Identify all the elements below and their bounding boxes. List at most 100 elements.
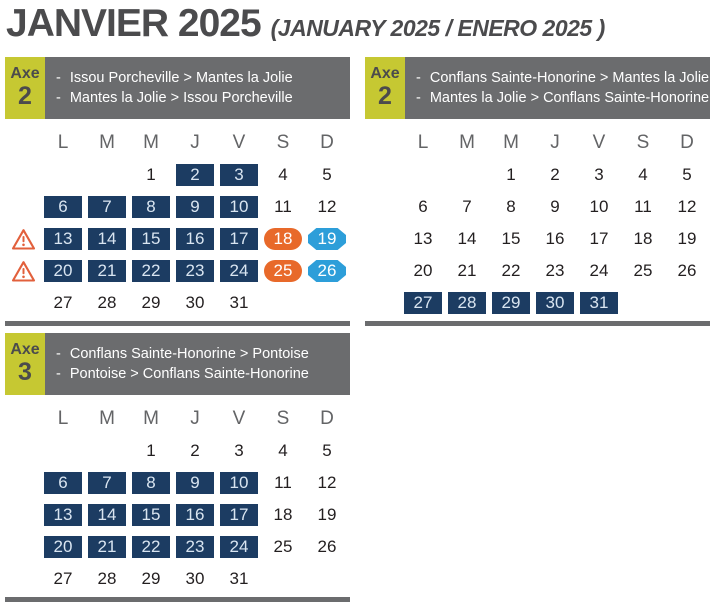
axe2-left-block: Axe 2 - Issou Porcheville > Mantes la Jol… <box>5 57 350 326</box>
day-cell: 30 <box>185 293 205 312</box>
route-line: - Conflans Sainte-Honorine > Mantes la Jo… <box>416 70 710 86</box>
divider-bar <box>5 597 350 602</box>
weekday-header: J <box>190 132 200 153</box>
divider-bar <box>365 321 710 326</box>
gutter-spacer <box>8 534 38 560</box>
axe-label-tab: Axe 2 <box>365 57 405 119</box>
weekday-header: D <box>320 132 334 153</box>
day-cell-empty <box>404 164 442 186</box>
day-cell: 1 <box>146 165 156 184</box>
day-cell: 1 <box>506 165 516 184</box>
day-cell: 3 <box>220 164 258 186</box>
gutter-spacer <box>368 130 398 156</box>
axe-word: Axe <box>10 341 40 359</box>
day-cell-empty <box>308 568 346 590</box>
route-bullet: - <box>56 346 61 362</box>
gutter-spacer <box>8 470 38 496</box>
weekday-header: M <box>503 132 519 153</box>
day-cell: 16 <box>545 229 565 248</box>
weekday-header: L <box>57 132 69 153</box>
day-cell-empty <box>88 164 126 186</box>
day-cell: 6 <box>44 196 82 218</box>
day-cell: 15 <box>132 504 170 526</box>
day-cell: 9 <box>550 197 560 216</box>
day-cell: 31 <box>229 569 249 588</box>
title-translation: (JANUARY 2025 / ENERO 2025 ) <box>270 15 606 41</box>
route-line: - Conflans Sainte-Honorine > Pontoise <box>56 346 350 362</box>
day-cell: 29 <box>141 293 161 312</box>
day-cell: 19 <box>317 505 337 524</box>
day-cell: 28 <box>97 293 117 312</box>
day-cell: 3 <box>234 441 244 460</box>
route-bullet: - <box>56 90 61 106</box>
route-bullet: - <box>416 70 421 86</box>
weekday-header: M <box>99 408 115 429</box>
day-cell: 22 <box>132 536 170 558</box>
day-cell: 17 <box>589 229 609 248</box>
day-cell: 28 <box>97 569 117 588</box>
day-cell: 25 <box>264 260 302 282</box>
day-cell: 5 <box>682 165 692 184</box>
day-cell: 22 <box>501 261 521 280</box>
route-line: - Mantes la Jolie > Conflans Sainte-Honor… <box>416 90 710 106</box>
day-cell: 20 <box>413 261 433 280</box>
day-cell: 24 <box>220 536 258 558</box>
route-bullet: - <box>56 366 61 382</box>
day-cell-empty <box>308 292 346 314</box>
gutter-spacer <box>8 438 38 464</box>
day-cell: 13 <box>44 228 82 250</box>
weekday-header: D <box>680 132 694 153</box>
day-cell: 7 <box>462 197 472 216</box>
day-cell: 2 <box>550 165 560 184</box>
weekday-header: M <box>459 132 475 153</box>
day-cell: 11 <box>274 197 292 216</box>
day-cell: 11 <box>634 197 652 216</box>
day-cell: 12 <box>317 473 337 492</box>
day-cell: 29 <box>492 292 530 314</box>
day-cell: 7 <box>88 196 126 218</box>
day-cell: 10 <box>220 196 258 218</box>
day-cell: 9 <box>176 472 214 494</box>
weekday-header: S <box>276 132 290 153</box>
day-cell: 30 <box>185 569 205 588</box>
day-cell: 8 <box>132 472 170 494</box>
day-cell: 23 <box>176 260 214 282</box>
gutter-spacer <box>8 290 38 316</box>
day-cell: 22 <box>132 260 170 282</box>
axe-number: 2 <box>18 82 32 111</box>
day-cell: 9 <box>176 196 214 218</box>
gutter-spacer <box>368 162 398 188</box>
day-cell: 26 <box>677 261 697 280</box>
day-cell: 31 <box>580 292 618 314</box>
day-cell-empty <box>264 292 302 314</box>
weekday-header: L <box>57 408 69 429</box>
weekday-header: M <box>143 132 159 153</box>
day-cell: 18 <box>273 505 293 524</box>
warning-triangle-icon <box>11 260 35 282</box>
route-bullet: - <box>416 90 421 106</box>
day-cell: 3 <box>594 165 604 184</box>
route-line: - Mantes la Jolie > Issou Porcheville <box>56 90 350 106</box>
day-cell-empty <box>624 292 662 314</box>
day-cell: 17 <box>220 504 258 526</box>
route-bullet: - <box>56 70 61 86</box>
day-cell: 8 <box>132 196 170 218</box>
day-cell: 12 <box>317 197 337 216</box>
day-cell: 5 <box>322 441 332 460</box>
day-cell: 30 <box>536 292 574 314</box>
axe-number: 3 <box>18 358 32 387</box>
day-cell: 15 <box>501 229 521 248</box>
day-cell: 4 <box>278 441 288 460</box>
day-cell: 23 <box>545 261 565 280</box>
warning-icon <box>8 258 38 284</box>
weekday-header: S <box>636 132 650 153</box>
day-cell-empty <box>44 164 82 186</box>
day-cell: 10 <box>589 197 609 216</box>
weekday-header: V <box>232 132 246 153</box>
day-cell: 17 <box>220 228 258 250</box>
axe-header: Axe 3 - Conflans Sainte-Honorine > Pontoi… <box>5 333 350 395</box>
day-cell: 24 <box>220 260 258 282</box>
day-cell: 21 <box>88 536 126 558</box>
day-cell: 2 <box>176 164 214 186</box>
